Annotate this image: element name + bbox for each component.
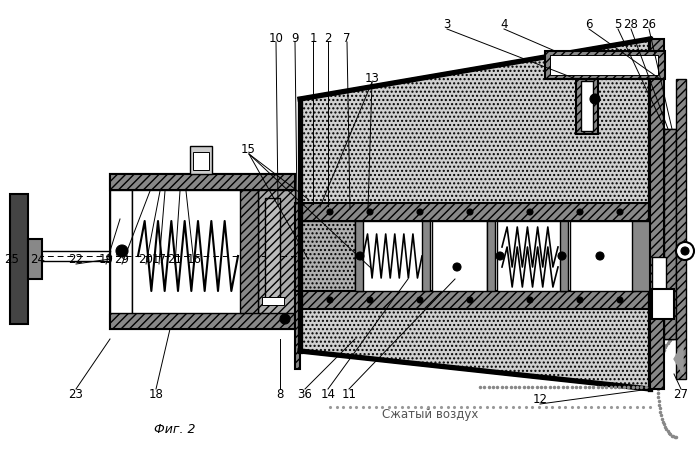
Bar [676,80,686,379]
Bar [300,221,650,291]
Circle shape [327,297,333,304]
Bar [300,203,650,221]
Circle shape [467,297,473,304]
Text: 6: 6 [585,18,593,32]
Text: 26: 26 [642,18,656,32]
Bar [10,194,28,324]
Text: 23: 23 [69,388,83,400]
Text: Сжатый воздух: Сжатый воздух [382,408,478,421]
Text: 8: 8 [276,388,284,400]
Text: 2: 2 [324,32,332,44]
Circle shape [617,210,623,216]
Bar [300,291,650,309]
Text: 17: 17 [152,253,166,266]
Circle shape [590,95,600,105]
Circle shape [116,245,128,258]
Bar [190,147,212,175]
Text: 14: 14 [321,388,336,400]
Bar [570,221,635,291]
Bar [132,191,242,313]
Circle shape [496,253,504,260]
Bar [550,56,658,76]
Bar [422,221,430,291]
Text: 5: 5 [614,18,621,32]
Bar [632,221,650,291]
Bar [193,152,209,170]
Bar [560,221,568,291]
Circle shape [453,263,461,272]
Bar [358,221,426,291]
Bar [355,221,363,291]
Polygon shape [300,40,650,244]
Circle shape [596,253,604,260]
Text: 1: 1 [309,32,317,44]
Bar [240,191,258,313]
Text: 25: 25 [5,253,20,266]
Circle shape [577,210,583,216]
Text: 21: 21 [168,253,182,266]
Bar [652,290,674,319]
Text: 18: 18 [149,388,164,400]
Text: 24: 24 [31,253,45,266]
Text: 9: 9 [291,32,298,44]
Circle shape [367,210,373,216]
Text: 15: 15 [240,143,255,156]
Text: 12: 12 [533,393,547,405]
Bar [258,191,295,313]
Bar [487,221,495,291]
Circle shape [367,297,373,304]
Bar [545,52,665,80]
Circle shape [417,297,423,304]
Circle shape [467,210,473,216]
Text: 4: 4 [500,18,507,32]
Bar [110,313,295,329]
Bar [110,175,295,191]
Text: 22: 22 [69,253,83,266]
Bar [300,221,355,291]
Polygon shape [674,344,683,374]
Bar [664,130,676,339]
Circle shape [527,297,533,304]
Bar [652,258,666,318]
Circle shape [417,210,423,216]
Bar [295,291,300,369]
Bar [432,221,487,291]
Text: 10: 10 [268,32,283,44]
Bar [295,203,300,291]
Bar [265,198,280,301]
Bar [28,239,42,279]
Text: 29: 29 [115,253,129,266]
Bar [110,191,132,313]
Text: Фиг. 2: Фиг. 2 [154,423,196,436]
Circle shape [577,297,583,304]
Text: 3: 3 [443,18,451,32]
Text: 27: 27 [674,388,689,400]
Text: 20: 20 [138,253,154,266]
Text: 11: 11 [342,388,356,400]
Text: 16: 16 [187,253,201,266]
Bar [581,82,593,132]
Bar [262,297,284,305]
Polygon shape [300,244,650,389]
Text: 19: 19 [99,253,113,266]
Circle shape [327,210,333,216]
Circle shape [681,248,689,255]
Bar [576,80,598,135]
Circle shape [617,297,623,304]
Circle shape [280,314,290,324]
Text: 36: 36 [298,388,312,400]
Text: 7: 7 [343,32,351,44]
Circle shape [356,253,364,260]
Bar [664,130,676,339]
Text: 13: 13 [365,71,380,84]
Bar [110,175,295,329]
Circle shape [527,210,533,216]
Bar [497,221,565,291]
Circle shape [676,243,694,260]
Bar [650,40,664,389]
Text: 28: 28 [624,18,638,32]
Circle shape [558,253,566,260]
